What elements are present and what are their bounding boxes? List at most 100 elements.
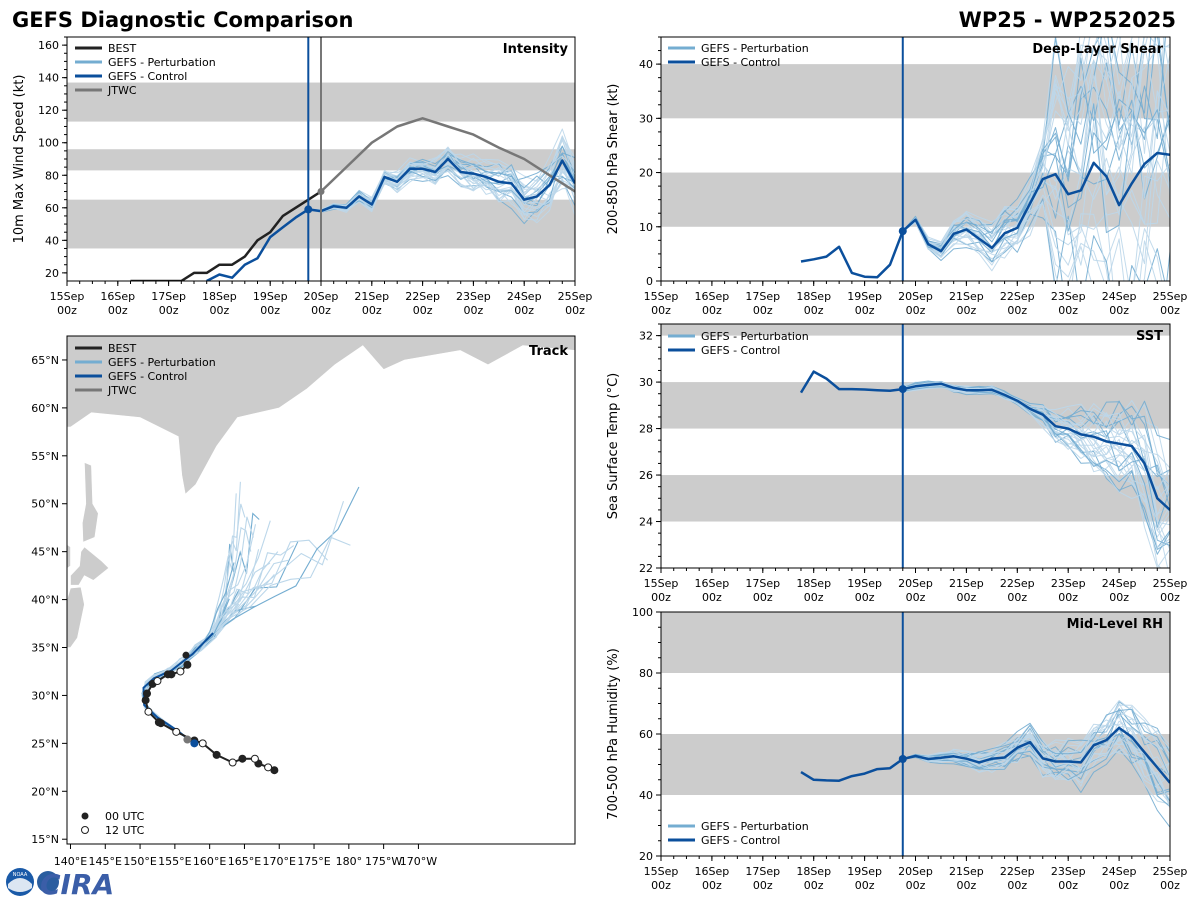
best-track-point-12utc [264,763,273,772]
y-tick-label: 30 [639,112,653,125]
x-tick-hour: 00z [855,591,875,604]
lat-tick-label: 60°N [31,402,59,415]
land-coast-icon [67,544,71,569]
y-tick-label: 80 [45,169,59,182]
lon-tick-label: 145°E [89,855,122,868]
cira-logo: NOAA CIRA [6,868,114,900]
marker-legend-00utc-icon [81,812,89,820]
track-panel: 140°E 145°E 150°E 155°E 160°E 165°E 170°E 175°E… [31,335,576,868]
x-tick-date: 24Sep [1102,865,1137,878]
perturbation-line [902,37,1170,245]
lon-tick-label: 170°E [263,855,296,868]
x-tick-hour: 00z [311,304,331,317]
x-tick-date: 15Sep [644,290,679,303]
x-tick-date: 25Sep [1153,290,1188,303]
y-tick-label: 30 [639,376,653,389]
best-track-point-12utc [144,707,153,716]
x-tick-hour: 00z [957,879,977,892]
legend-label: GEFS - Control [701,56,780,69]
y-tick-label: 26 [639,469,653,482]
best-track-point-00utc [141,696,150,705]
x-tick-date: 16Sep [695,577,730,590]
y-tick-label: 0 [646,275,653,288]
shear-panel: 01020304015Sep00z16Sep00z17Sep00z18Sep00… [606,36,1188,317]
perturbation-track [143,520,271,744]
lat-tick-label: 20°N [31,785,59,798]
perturbation-line [902,713,1170,777]
x-tick-hour: 00z [702,304,722,317]
legend-label: GEFS - Control [701,344,780,357]
x-tick-date: 16Sep [695,290,730,303]
x-tick-hour: 00z [753,591,773,604]
lat-tick-label: 35°N [31,642,59,655]
x-tick-date: 19Sep [847,577,882,590]
perturbation-line [902,737,1170,809]
best-track-point-12utc [176,667,185,676]
x-tick-date: 25Sep [1153,865,1188,878]
plot-area [130,117,575,281]
perturbation-line [902,37,1140,249]
x-tick-date: 17Sep [745,865,780,878]
perturbation-track [141,541,299,744]
x-tick-hour: 00z [108,304,128,317]
x-tick-date: 22Sep [1000,577,1035,590]
sst-panel: 22242628303215Sep00z16Sep00z17Sep00z18Se… [606,323,1187,604]
x-tick-date: 24Sep [1102,577,1137,590]
lon-tick-label: 160°E [193,855,226,868]
y-tick-label: 22 [639,562,653,575]
x-tick-hour: 00z [804,591,824,604]
lon-tick-label: 165°E [228,855,261,868]
x-tick-date: 20Sep [304,290,339,303]
legend-label: GEFS - Control [108,70,187,83]
x-tick-date: 21Sep [949,577,984,590]
land-honshu-icon [67,586,85,648]
x-tick-date: 15Sep [644,577,679,590]
x-tick-hour: 00z [1160,304,1180,317]
legend-label: GEFS - Perturbation [108,356,216,369]
x-tick-date: 18Sep [796,577,831,590]
jtwc-analysis-point [317,188,325,196]
x-tick-hour: 00z [957,304,977,317]
best-track-point-00utc [183,660,192,669]
noaa-badge-text: NOAA [13,872,28,878]
lon-tick-label: 180° [336,855,363,868]
x-tick-date: 16Sep [100,290,135,303]
x-tick-hour: 00z [702,591,722,604]
best-track-point-00utc [182,651,190,659]
x-tick-hour: 00z [565,304,585,317]
x-tick-hour: 00z [260,304,280,317]
x-tick-hour: 00z [753,879,773,892]
legend-label: GEFS - Control [108,370,187,383]
perturbation-line [308,165,575,224]
x-tick-hour: 00z [1160,879,1180,892]
x-tick-hour: 00z [159,304,179,317]
x-tick-date: 22Sep [1000,865,1035,878]
marker-legend-label: 00 UTC [105,810,145,823]
lat-tick-label: 25°N [31,737,59,750]
x-tick-date: 22Sep [405,290,440,303]
lat-tick-label: 55°N [31,450,59,463]
lon-tick-label: 150°E [123,855,156,868]
x-tick-date: 20Sep [898,865,933,878]
noaa-wave-icon [8,878,32,892]
x-tick-hour: 00z [1160,591,1180,604]
best-track-point-00utc [238,754,247,763]
x-tick-date: 17Sep [151,290,186,303]
control-start-point [190,739,199,748]
lon-tick-label: 175°E [297,855,330,868]
x-tick-hour: 00z [855,304,875,317]
x-tick-hour: 00z [651,304,671,317]
x-tick-date: 20Sep [898,290,933,303]
panel-title: SST [1136,329,1163,344]
legend-label: GEFS - Perturbation [108,56,216,69]
perturbation-track [144,503,246,744]
y-tick-label: 20 [45,267,59,280]
x-tick-date: 15Sep [50,290,85,303]
x-tick-date: 25Sep [558,290,593,303]
jtwc-position-point [183,735,192,744]
x-tick-hour: 00z [1058,591,1078,604]
x-tick-hour: 00z [702,879,722,892]
rh-panel: 2040608010015Sep00z16Sep00z17Sep00z18Sep… [606,606,1187,892]
control-line [799,370,1170,511]
